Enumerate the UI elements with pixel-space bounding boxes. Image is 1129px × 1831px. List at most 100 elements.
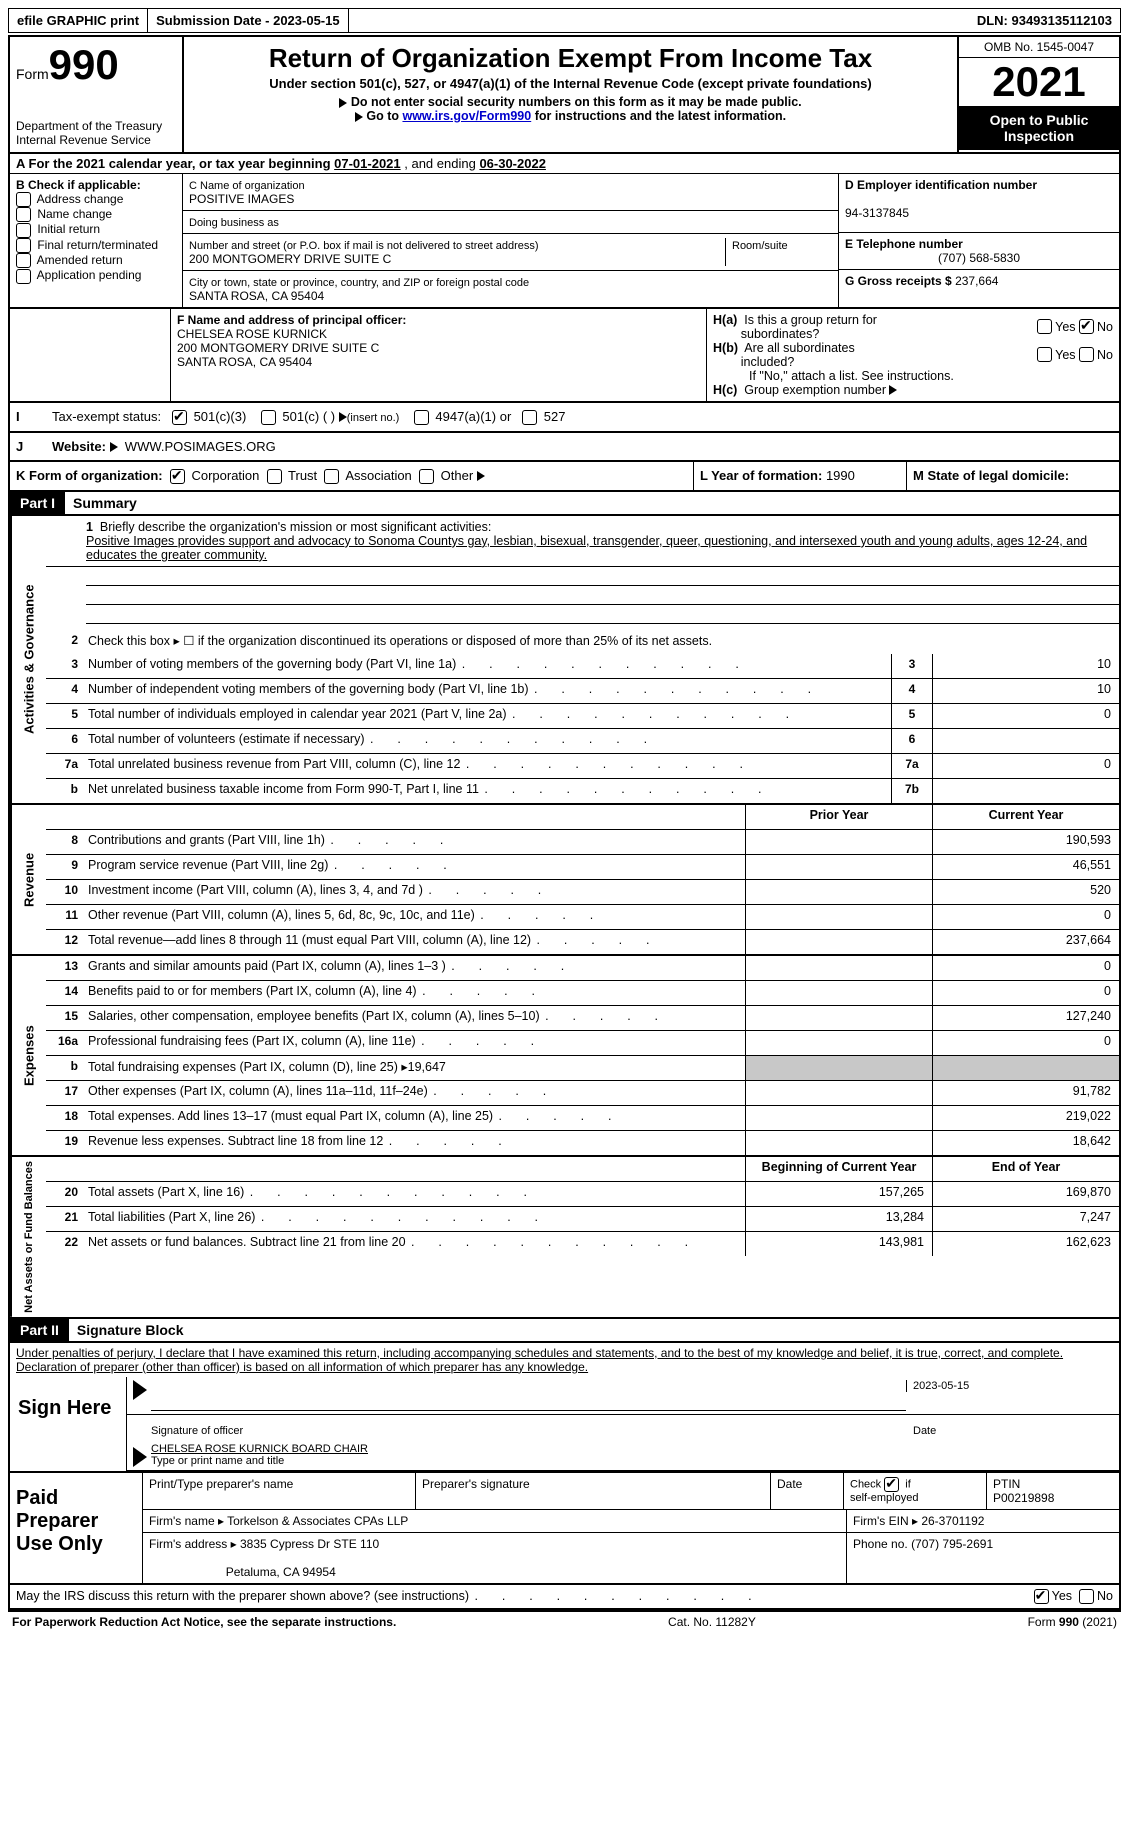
net-assets-block: Net Assets or Fund Balances Beginning of… bbox=[8, 1157, 1121, 1319]
org-name-cell: C Name of organization POSITIVE IMAGES bbox=[183, 174, 838, 211]
checkbox-final-return[interactable] bbox=[16, 238, 31, 253]
address-cell: Number and street (or P.O. box if mail i… bbox=[183, 234, 838, 271]
checkbox-name-change[interactable] bbox=[16, 207, 31, 222]
org-info-block: B Check if applicable: Address change Na… bbox=[8, 174, 1121, 309]
ein-cell: D Employer identification number 94-3137… bbox=[839, 174, 1119, 233]
footer-left: For Paperwork Reduction Act Notice, see … bbox=[12, 1615, 396, 1629]
tab-net-assets: Net Assets or Fund Balances bbox=[10, 1157, 46, 1317]
summary-line: 14Benefits paid to or for members (Part … bbox=[46, 981, 1119, 1006]
arrow-icon bbox=[133, 1380, 147, 1400]
officer-name: CHELSEA ROSE KURNICK BOARD CHAIR bbox=[151, 1443, 368, 1455]
summary-line: 7aTotal unrelated business revenue from … bbox=[46, 754, 1119, 779]
penalty-statement: Under penalties of perjury, I declare th… bbox=[8, 1343, 1121, 1377]
paid-preparer-label: Paid Preparer Use Only bbox=[10, 1473, 142, 1583]
org-city: SANTA ROSA, CA 95404 bbox=[189, 289, 324, 303]
part-2-header: Part II Signature Block bbox=[8, 1319, 1121, 1343]
section-h: H(a) Is this a group return for subordin… bbox=[707, 309, 1119, 401]
summary-line: 20Total assets (Part X, line 16)157,2651… bbox=[46, 1182, 1119, 1207]
checkbox-527[interactable] bbox=[522, 410, 537, 425]
ptin-value: P00219898 bbox=[993, 1491, 1054, 1505]
inspection-label: Open to Public Inspection bbox=[959, 106, 1119, 150]
form-header: Form990 Department of the Treasury Inter… bbox=[8, 35, 1121, 154]
discuss-row: May the IRS discuss this return with the… bbox=[8, 1585, 1121, 1610]
section-a: A For the 2021 calendar year, or tax yea… bbox=[8, 154, 1121, 174]
checkbox-initial-return[interactable] bbox=[16, 223, 31, 238]
form-note-2: Go to www.irs.gov/Form990 for instructio… bbox=[188, 109, 953, 123]
form-subtitle: Under section 501(c), 527, or 4947(a)(1)… bbox=[188, 76, 953, 91]
summary-line: 13Grants and similar amounts paid (Part … bbox=[46, 956, 1119, 981]
summary-line: 12Total revenue—add lines 8 through 11 (… bbox=[46, 930, 1119, 954]
summary-line: 19Revenue less expenses. Subtract line 1… bbox=[46, 1131, 1119, 1155]
summary-line: 21Total liabilities (Part X, line 26)13,… bbox=[46, 1207, 1119, 1232]
dln: DLN: 93493135112103 bbox=[969, 9, 1120, 32]
top-bar: efile GRAPHIC print Submission Date - 20… bbox=[8, 8, 1121, 33]
checkbox-assoc[interactable] bbox=[324, 469, 339, 484]
form-number: Form990 bbox=[16, 41, 176, 89]
firm-address: 3835 Cypress Dr STE 110 bbox=[240, 1537, 379, 1551]
summary-line: 11Other revenue (Part VIII, column (A), … bbox=[46, 905, 1119, 930]
part-1-header: Part I Summary bbox=[8, 492, 1121, 516]
section-b-label: B Check if applicable: bbox=[16, 178, 141, 192]
checkbox-app-pending[interactable] bbox=[16, 269, 31, 284]
section-i: I Tax-exempt status: 501(c)(3) 501(c) ( … bbox=[8, 403, 1121, 433]
irs-link[interactable]: www.irs.gov/Form990 bbox=[402, 109, 531, 123]
checkbox-corp[interactable] bbox=[170, 469, 185, 484]
summary-line: 10Investment income (Part VIII, column (… bbox=[46, 880, 1119, 905]
dept-label: Department of the Treasury Internal Reve… bbox=[16, 119, 176, 148]
footer-right: Form 990 (2021) bbox=[1028, 1615, 1117, 1629]
checkbox-discuss-no[interactable] bbox=[1079, 1589, 1094, 1604]
firm-phone: (707) 795-2691 bbox=[911, 1537, 993, 1551]
phone-cell: E Telephone number (707) 568-5830 bbox=[839, 233, 1119, 270]
tax-year: 2021 bbox=[959, 58, 1119, 106]
mission-block: 1 Briefly describe the organization's mi… bbox=[46, 516, 1119, 567]
summary-line: 8Contributions and grants (Part VIII, li… bbox=[46, 830, 1119, 855]
form-note-1: Do not enter social security numbers on … bbox=[188, 95, 953, 109]
checkbox-hb-yes[interactable] bbox=[1037, 347, 1052, 362]
tab-revenue: Revenue bbox=[10, 805, 46, 954]
sign-here-label: Sign Here bbox=[10, 1377, 127, 1471]
summary-line: 5Total number of individuals employed in… bbox=[46, 704, 1119, 729]
efile-label: efile GRAPHIC print bbox=[9, 9, 148, 32]
checkbox-4947[interactable] bbox=[414, 410, 429, 425]
city-cell: City or town, state or province, country… bbox=[183, 271, 838, 307]
col-prior-year: Prior Year bbox=[745, 805, 932, 829]
summary-line: 3Number of voting members of the governi… bbox=[46, 654, 1119, 679]
checkbox-ha-yes[interactable] bbox=[1037, 319, 1052, 334]
summary-line: bTotal fundraising expenses (Part IX, co… bbox=[46, 1056, 1119, 1081]
mission-text: Positive Images provides support and adv… bbox=[86, 534, 1087, 562]
section-f: F Name and address of principal officer:… bbox=[171, 309, 707, 401]
paid-preparer-block: Paid Preparer Use Only Print/Type prepar… bbox=[8, 1473, 1121, 1585]
tab-activities: Activities & Governance bbox=[10, 516, 46, 803]
omb-number: OMB No. 1545-0047 bbox=[959, 37, 1119, 58]
checkbox-501c3[interactable] bbox=[172, 410, 187, 425]
submission-date: Submission Date - 2023-05-15 bbox=[148, 9, 349, 32]
checkbox-ha-no[interactable] bbox=[1079, 319, 1094, 334]
phone-value: (707) 568-5830 bbox=[845, 251, 1113, 265]
checkbox-amended[interactable] bbox=[16, 253, 31, 268]
col-begin-year: Beginning of Current Year bbox=[745, 1157, 932, 1181]
summary-line: 18Total expenses. Add lines 13–17 (must … bbox=[46, 1106, 1119, 1131]
summary-line: 6Total number of volunteers (estimate if… bbox=[46, 729, 1119, 754]
gross-receipts-cell: G Gross receipts $ 237,664 bbox=[839, 270, 1119, 292]
checkbox-other[interactable] bbox=[419, 469, 434, 484]
org-address: 200 MONTGOMERY DRIVE SUITE C bbox=[189, 252, 391, 266]
checkbox-address-change[interactable] bbox=[16, 192, 31, 207]
checkbox-501c[interactable] bbox=[261, 410, 276, 425]
line-2: Check this box ▸ ☐ if the organization d… bbox=[84, 630, 1119, 654]
gross-receipts-value: 237,664 bbox=[955, 274, 998, 288]
revenue-block: Revenue Prior Year Current Year 8Contrib… bbox=[8, 805, 1121, 956]
summary-line: 17Other expenses (Part IX, column (A), l… bbox=[46, 1081, 1119, 1106]
section-f-h: F Name and address of principal officer:… bbox=[8, 309, 1121, 403]
checkbox-trust[interactable] bbox=[267, 469, 282, 484]
firm-name: Torkelson & Associates CPAs LLP bbox=[227, 1514, 408, 1528]
summary-line: 4Number of independent voting members of… bbox=[46, 679, 1119, 704]
summary-line: 16aProfessional fundraising fees (Part I… bbox=[46, 1031, 1119, 1056]
checkbox-self-employed[interactable] bbox=[884, 1477, 899, 1492]
expenses-block: Expenses 13Grants and similar amounts pa… bbox=[8, 956, 1121, 1157]
website-value: WWW.POSIMAGES.ORG bbox=[125, 439, 276, 454]
checkbox-hb-no[interactable] bbox=[1079, 347, 1094, 362]
arrow-icon bbox=[133, 1447, 147, 1467]
year-formation: 1990 bbox=[826, 468, 855, 483]
checkbox-discuss-yes[interactable] bbox=[1034, 1589, 1049, 1604]
section-j: J Website: WWW.POSIMAGES.ORG bbox=[8, 433, 1121, 462]
